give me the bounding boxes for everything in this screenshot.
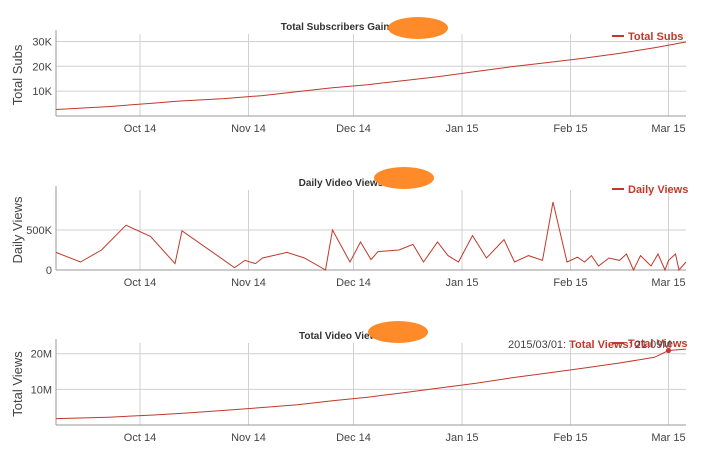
legend-label: Daily Views — [628, 184, 688, 196]
chart-3: Total Video Views for Oct 14 Nov 14 Dec 14 J… — [10, 321, 688, 444]
series-line-1 — [55, 41, 687, 110]
redaction-blob — [388, 17, 448, 39]
y-tick-label: 10K — [32, 86, 52, 98]
charts-root: Total Subscribers Gained for Oct 14 Nov 14… — [10, 17, 688, 444]
y-tick-label: 20K — [32, 61, 52, 73]
x-tick-label: Oct 14 — [124, 277, 156, 289]
y-tick-label: 0 — [46, 265, 52, 277]
hover-date: 2015/03/01: — [508, 339, 566, 351]
x-tick-label: Jan 15 — [445, 277, 478, 289]
y-tick-label: 10M — [31, 384, 52, 396]
x-tick-label: Oct 14 — [124, 123, 156, 135]
chart-title: Total Subscribers Gained for — [281, 22, 418, 33]
y-axis-label: Total Views — [10, 351, 25, 417]
x-tick-label: Dec 14 — [336, 277, 371, 289]
x-tick-label: Jan 15 — [445, 123, 478, 135]
x-tick-label: Feb 15 — [553, 123, 587, 135]
x-tick-label: Oct 14 — [124, 432, 156, 444]
redaction-blob — [374, 167, 434, 189]
x-tick-label: Nov 14 — [231, 277, 266, 289]
series-line-1 — [55, 348, 687, 420]
x-tick-label: Feb 15 — [553, 277, 587, 289]
y-axis-label: Total Subs — [10, 44, 25, 105]
hover-value: : 21.09M — [629, 339, 672, 351]
x-tick-label: Nov 14 — [231, 432, 266, 444]
x-tick-label: Mar 15 — [651, 123, 685, 135]
highlight-point — [665, 347, 672, 354]
legend-label: Total Subs — [628, 31, 683, 43]
y-axis-label: Daily Views — [10, 196, 25, 263]
y-tick-label: 30K — [32, 36, 52, 48]
redaction-blob — [368, 321, 428, 343]
hover-series: Total Views — [569, 339, 629, 351]
y-tick-label: 500K — [26, 225, 52, 237]
x-tick-label: Mar 15 — [651, 432, 685, 444]
x-tick-label: Jan 15 — [445, 432, 478, 444]
x-tick-label: Dec 14 — [336, 123, 371, 135]
hover-label: 2015/03/01: Total Views: 21.09M — [508, 339, 671, 351]
x-tick-label: Nov 14 — [231, 123, 266, 135]
legend-label: Total Views — [628, 338, 688, 350]
chart-title: Total Video Views for — [299, 331, 399, 342]
series-line-1 — [55, 201, 687, 272]
chart-1: Total Subscribers Gained for Oct 14 Nov 14… — [10, 17, 687, 135]
y-tick-label: 20M — [31, 349, 52, 361]
chart-2: Daily Video Views for Oct 14 Nov 14 Dec 14 J… — [10, 167, 688, 289]
x-tick-label: Dec 14 — [336, 432, 371, 444]
chart-title: Daily Video Views for — [299, 178, 400, 189]
x-tick-label: Feb 15 — [553, 432, 587, 444]
x-tick-label: Mar 15 — [651, 277, 685, 289]
